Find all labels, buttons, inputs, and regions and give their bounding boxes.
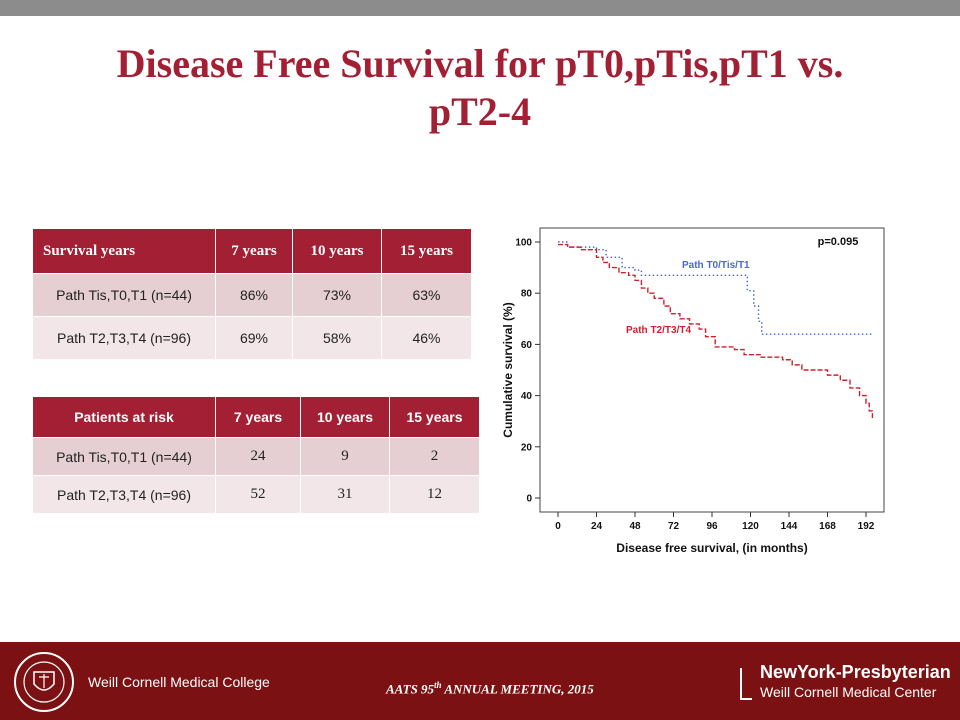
header-cell: 15 years	[381, 228, 472, 274]
risk-table-header: Patients at risk 7 years 10 years 15 yea…	[32, 396, 480, 438]
table-cell: Path Tis,T0,T1 (n=44)	[32, 273, 216, 317]
series-line-t0-tis-t1	[558, 241, 873, 335]
x-tick-label: 48	[629, 521, 641, 532]
y-tick-label: 0	[526, 494, 532, 505]
table-cell: 73%	[292, 273, 382, 317]
meeting-post: ANNUAL MEETING, 2015	[441, 681, 594, 697]
hospital-subtitle: Weill Cornell Medical Center	[760, 684, 937, 700]
meeting-sup: th	[434, 680, 442, 690]
college-name: Weill Cornell Medical College	[88, 674, 270, 690]
x-tick-label: 0	[555, 521, 561, 532]
y-tick-label: 20	[521, 442, 533, 453]
survival-table-header: Survival years 7 years 10 years 15 years	[32, 228, 472, 274]
table-cell: 24	[215, 437, 301, 476]
y-tick-label: 100	[515, 238, 532, 249]
title-line-2: pT2-4	[428, 89, 532, 134]
chart-background	[496, 222, 896, 562]
survival-curve-chart: 0 24 48 72 96 120 144 168 192 0 20 40 60 80 100 p=0.09…	[496, 222, 896, 562]
series-label-t0-tis-t1: Path T0/Tis/T1	[682, 260, 750, 271]
y-axis-label: Cumulative survival (%)	[501, 302, 515, 437]
survival-table: Survival years 7 years 10 years 15 years…	[32, 228, 472, 360]
cornell-seal-logo	[14, 652, 74, 712]
table-row: Path Tis,T0,T1 (n=44) 86% 73% 63%	[32, 273, 472, 317]
header-cell: 15 years	[389, 396, 480, 438]
y-tick-label: 80	[521, 289, 533, 300]
meeting-text: AATS 95th ANNUAL MEETING, 2015	[386, 680, 594, 697]
meeting-pre: AATS 95	[386, 681, 435, 697]
table-cell: 58%	[292, 316, 382, 360]
series-line-t2-t3-t4	[558, 243, 874, 419]
table-row: Path T2,T3,T4 (n=96) 52 31 12	[32, 475, 480, 514]
header-cell: Patients at risk	[32, 396, 216, 438]
bracket-icon	[740, 668, 752, 700]
x-tick-label: 192	[858, 521, 875, 532]
table-cell: 46%	[381, 316, 472, 360]
x-tick-label: 24	[591, 521, 603, 532]
title-line-1: Disease Free Survival for pT0,pTis,pT1 v…	[116, 41, 844, 86]
table-cell: 52	[215, 475, 301, 514]
y-tick-label: 60	[521, 340, 533, 351]
top-bar	[0, 0, 960, 16]
header-cell: 10 years	[300, 396, 390, 438]
header-cell: 7 years	[215, 228, 293, 274]
x-tick-label: 72	[668, 521, 680, 532]
x-axis-label: Disease free survival, (in months)	[616, 541, 807, 555]
footer-bar	[0, 642, 960, 720]
table-cell: 12	[389, 475, 480, 514]
slide-title: Disease Free Survival for pT0,pTis,pT1 v…	[60, 40, 900, 136]
p-value-annotation: p=0.095	[818, 236, 859, 248]
table-cell: 31	[300, 475, 390, 514]
risk-table: Patients at risk 7 years 10 years 15 yea…	[32, 396, 480, 514]
table-cell: 63%	[381, 273, 472, 317]
table-cell: Path T2,T3,T4 (n=96)	[32, 475, 216, 514]
table-row: Path T2,T3,T4 (n=96) 69% 58% 46%	[32, 316, 472, 360]
table-cell: 2	[389, 437, 480, 476]
table-cell: 9	[300, 437, 390, 476]
x-tick-label: 96	[706, 521, 718, 532]
x-tick-label: 144	[781, 521, 798, 532]
table-cell: Path Tis,T0,T1 (n=44)	[32, 437, 216, 476]
x-tick-label: 168	[819, 521, 836, 532]
table-cell: 69%	[215, 316, 293, 360]
header-cell: Survival years	[32, 228, 216, 274]
x-tick-label: 120	[742, 521, 759, 532]
hospital-name: NewYork-Presbyterian	[760, 662, 951, 682]
y-tick-label: 40	[521, 391, 533, 402]
table-row: Path Tis,T0,T1 (n=44) 24 9 2	[32, 437, 480, 476]
header-cell: 10 years	[292, 228, 382, 274]
table-cell: Path T2,T3,T4 (n=96)	[32, 316, 216, 360]
series-label-t2-t3-t4: Path T2/T3/T4	[626, 325, 691, 336]
table-cell: 86%	[215, 273, 293, 317]
header-cell: 7 years	[215, 396, 301, 438]
